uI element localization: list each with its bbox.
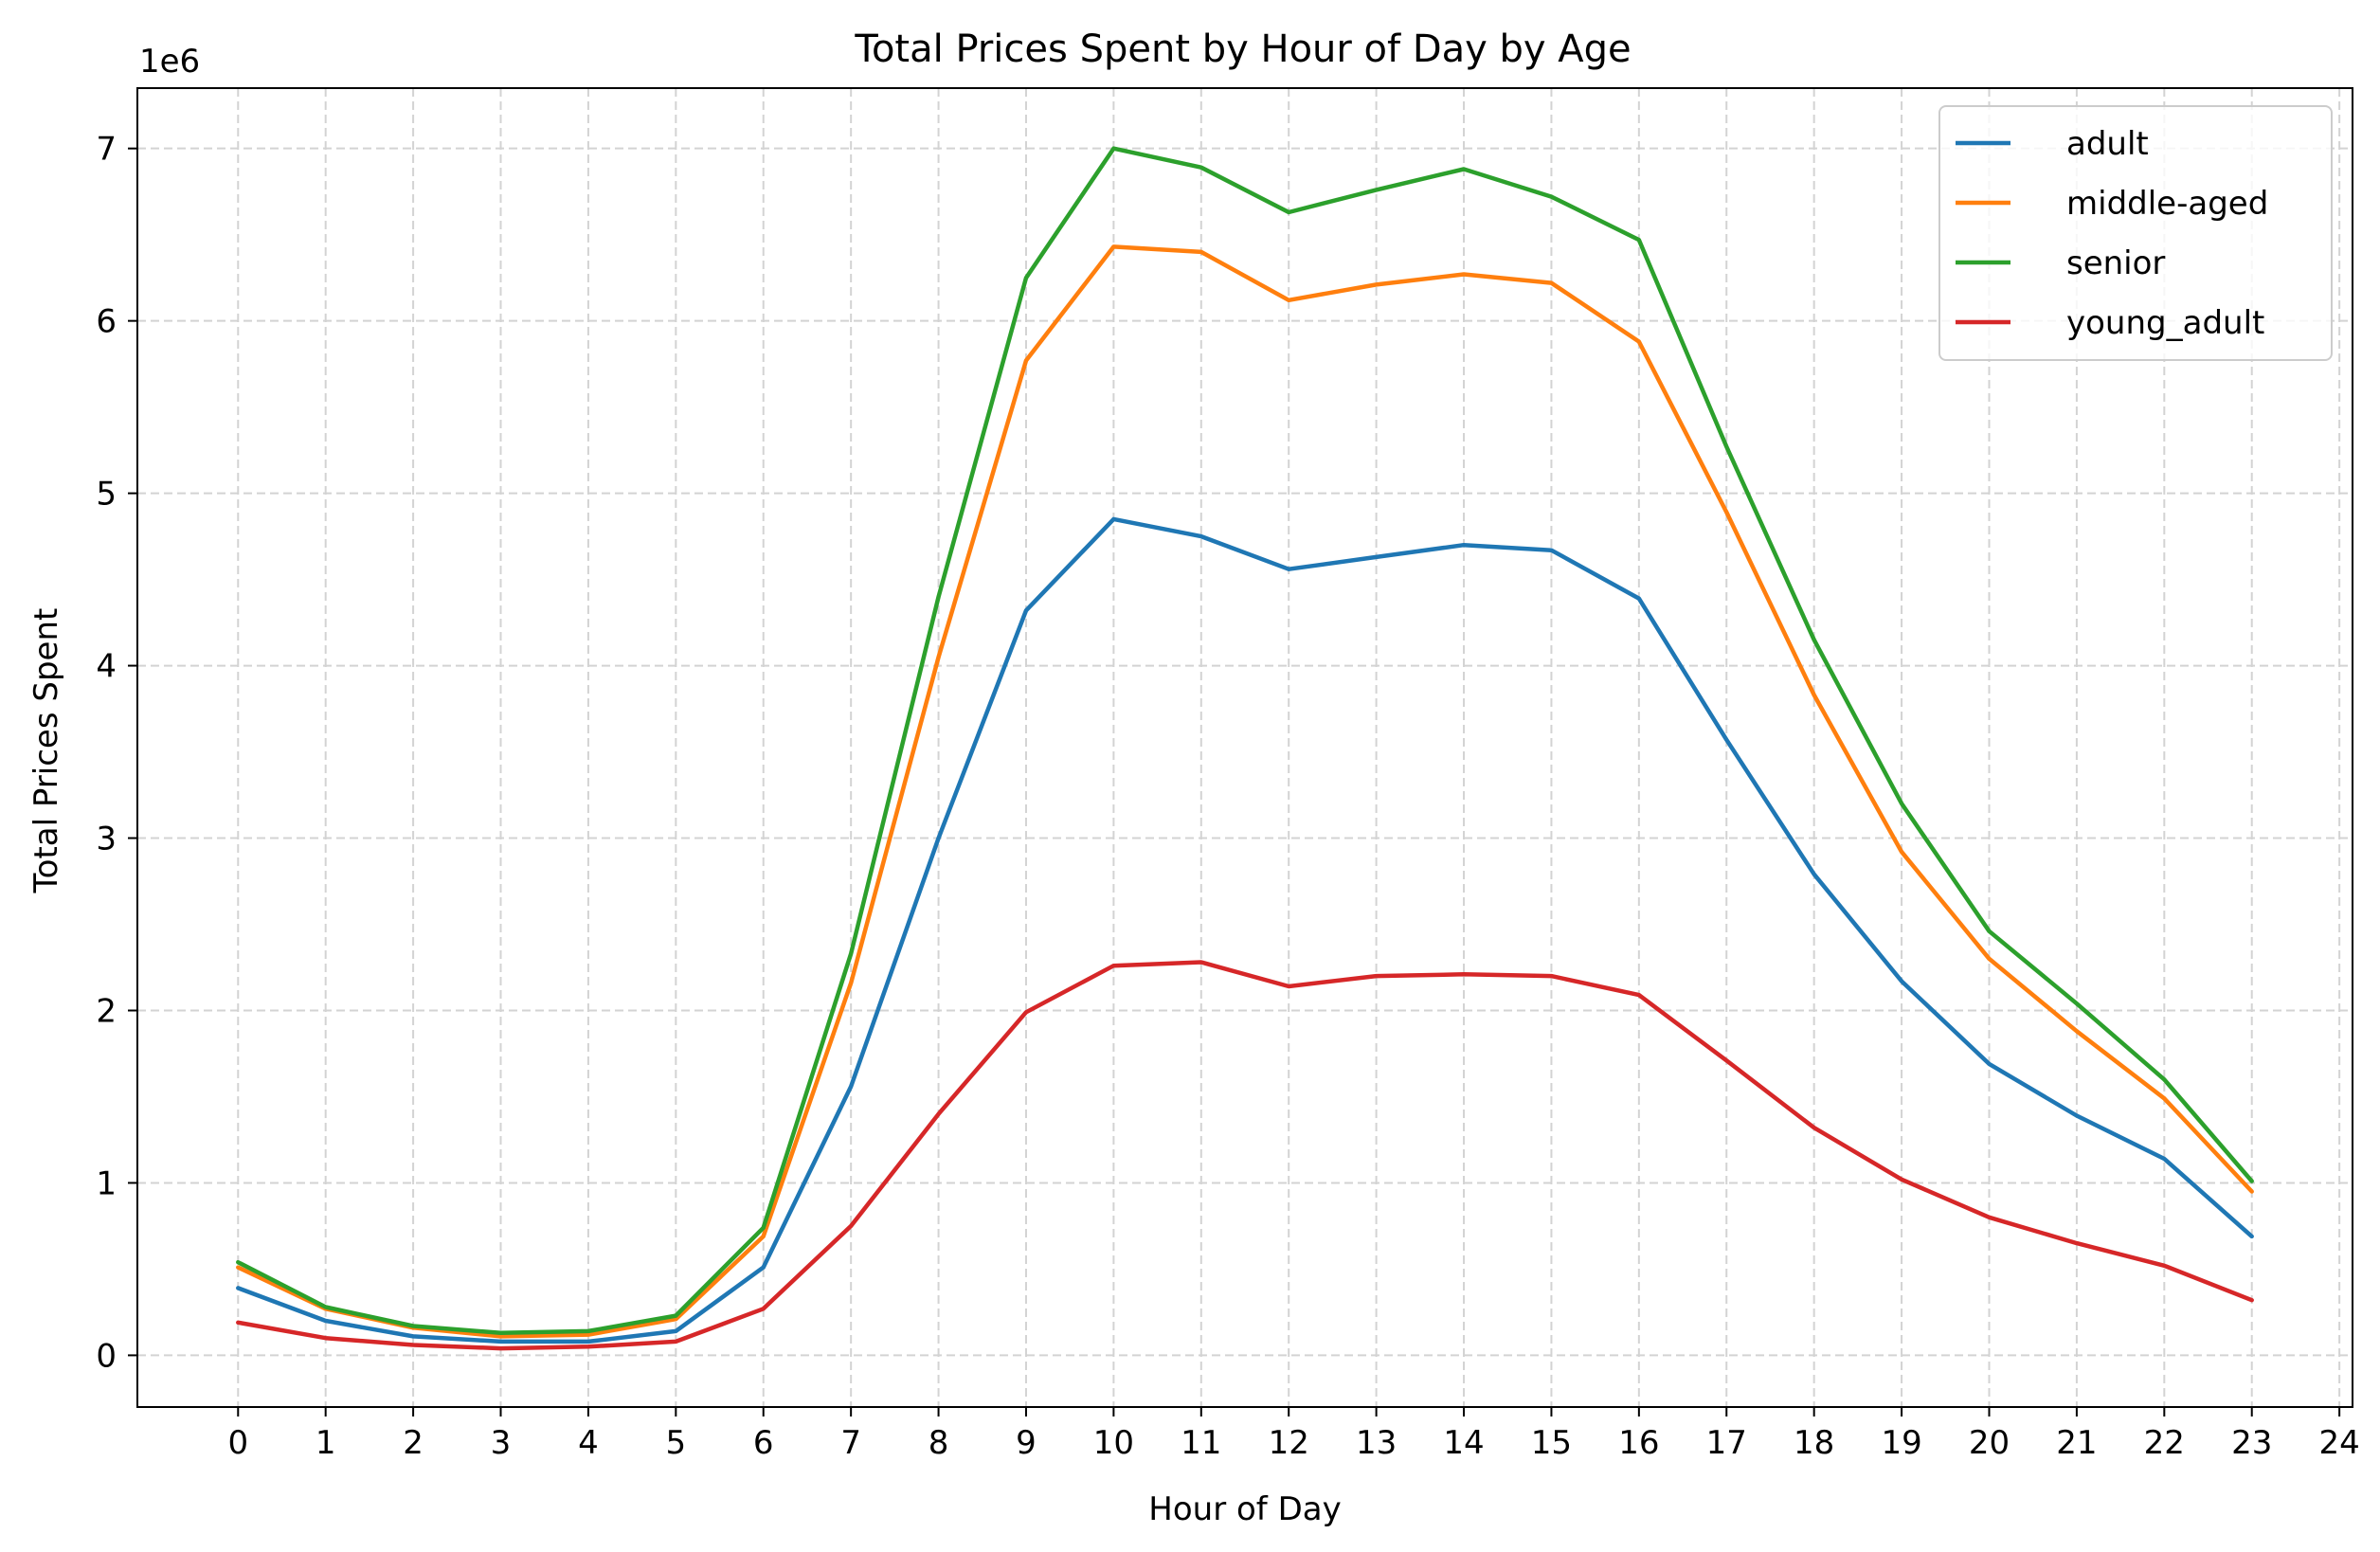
x-tick-label: 6 bbox=[753, 1424, 774, 1462]
series-line-senior bbox=[236, 146, 2254, 1336]
x-tick-label: 3 bbox=[491, 1424, 512, 1462]
y-tick-label: 1 bbox=[96, 1164, 117, 1202]
axis-ticks: 0 1 2 3 4 5 6 7 8 9 10 11 12 13 14 15 16 17 18 19 20 21 22 23 24… bbox=[96, 131, 2359, 1462]
legend: adult middle-aged senior young_adult bbox=[1938, 105, 2333, 361]
series-lines bbox=[236, 146, 2254, 1351]
series-line-adult bbox=[236, 516, 2254, 1344]
plot-frame bbox=[136, 87, 2353, 1408]
x-tick-label: 0 bbox=[227, 1424, 248, 1462]
x-tick-label: 24 bbox=[2319, 1424, 2360, 1462]
legend-label: young_adult bbox=[2066, 304, 2264, 342]
x-tick-label: 12 bbox=[1269, 1424, 1309, 1462]
legend-box bbox=[1938, 105, 2333, 361]
x-tick-label: 1 bbox=[316, 1424, 336, 1462]
series-line-young_adult bbox=[236, 960, 2254, 1351]
x-tick-label: 23 bbox=[2231, 1424, 2272, 1462]
y-tick-label: 0 bbox=[96, 1337, 117, 1375]
y-axis-label: Total Prices Spent bbox=[27, 608, 65, 894]
x-tick-label: 22 bbox=[2144, 1424, 2185, 1462]
x-tick-label: 9 bbox=[1016, 1424, 1037, 1462]
chart-title: Total Prices Spent by Hour of Day by Age bbox=[854, 27, 1631, 71]
x-tick-label: 14 bbox=[1443, 1424, 1484, 1462]
x-tick-label: 20 bbox=[1969, 1424, 2010, 1462]
x-tick-label: 17 bbox=[1706, 1424, 1747, 1462]
x-tick-label: 10 bbox=[1093, 1424, 1134, 1462]
x-tick-label: 16 bbox=[1618, 1424, 1659, 1462]
legend-label: adult bbox=[2066, 125, 2149, 163]
x-tick-label: 2 bbox=[403, 1424, 424, 1462]
x-tick-label: 8 bbox=[929, 1424, 949, 1462]
series-line-middle-aged bbox=[236, 244, 2254, 1339]
legend-label: middle-aged bbox=[2066, 185, 2268, 223]
x-tick-label: 18 bbox=[1794, 1424, 1834, 1462]
x-tick-label: 5 bbox=[666, 1424, 687, 1462]
x-tick-label: 21 bbox=[2056, 1424, 2097, 1462]
y-tick-label: 4 bbox=[96, 648, 117, 686]
y-tick-label: 7 bbox=[96, 131, 117, 169]
legend-label: senior bbox=[2066, 244, 2165, 282]
y-tick-label: 3 bbox=[96, 821, 117, 858]
y-tick-label: 2 bbox=[96, 992, 117, 1030]
x-tick-label: 19 bbox=[1881, 1424, 1921, 1462]
x-tick-label: 7 bbox=[840, 1424, 861, 1462]
x-axis-label: Hour of Day bbox=[1148, 1490, 1341, 1528]
x-tick-label: 13 bbox=[1356, 1424, 1397, 1462]
y-axis-offset-label: 1e6 bbox=[139, 43, 200, 81]
x-tick-label: 4 bbox=[578, 1424, 599, 1462]
x-tick-label: 15 bbox=[1531, 1424, 1572, 1462]
y-tick-label: 5 bbox=[96, 476, 117, 514]
y-tick-label: 6 bbox=[96, 303, 117, 341]
x-tick-label: 11 bbox=[1181, 1424, 1221, 1462]
